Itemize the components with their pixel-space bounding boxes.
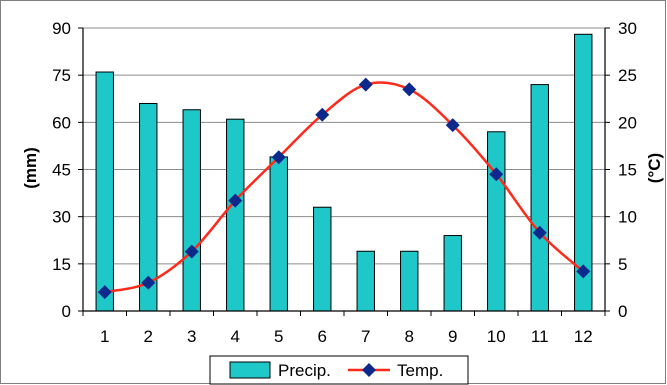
- precip-bar: [269, 156, 288, 312]
- temp-point: [489, 167, 504, 182]
- precip-bar: [356, 250, 375, 312]
- left-tick-label: 75: [52, 66, 71, 85]
- precip-bar: [530, 84, 549, 312]
- x-tick-label: 4: [231, 327, 240, 346]
- x-tick-label: 9: [448, 327, 457, 346]
- x-tick-label: 12: [574, 327, 593, 346]
- right-tick-label: 25: [618, 66, 637, 85]
- x-tick-label: 3: [187, 327, 196, 346]
- right-tick-label: 30: [618, 19, 637, 38]
- temp-point: [184, 244, 199, 259]
- left-tick-label: 30: [52, 208, 71, 227]
- temp-point: [402, 82, 417, 97]
- right-tick-label: 10: [618, 208, 637, 227]
- right-tick-label: 5: [618, 255, 627, 274]
- precip-bar: [400, 250, 419, 312]
- legend-precip-label: Precip.: [278, 361, 331, 380]
- x-tick-label: 1: [100, 327, 109, 346]
- x-tick-label: 2: [144, 327, 153, 346]
- temp-point: [358, 77, 373, 92]
- left-tick-label: 90: [52, 19, 71, 38]
- temp-point: [576, 264, 591, 279]
- left-tick-label: 15: [52, 255, 71, 274]
- temp-point: [315, 107, 330, 122]
- gridlines: [83, 27, 605, 265]
- right-axis-title: (°C): [645, 153, 664, 183]
- x-tick-label: 6: [318, 327, 327, 346]
- left-tick-label: 0: [62, 302, 71, 321]
- left-tick-label: 45: [52, 161, 71, 180]
- precip-bar: [226, 118, 245, 312]
- x-tick-label: 8: [405, 327, 414, 346]
- temp-point: [141, 275, 156, 290]
- precip-bar: [95, 71, 114, 312]
- precip-bar: [182, 109, 201, 312]
- precip-bar: [313, 206, 332, 312]
- legend-temp-marker: [362, 363, 376, 377]
- legend-temp-label: Temp.: [397, 361, 443, 380]
- left-tick-label: 60: [52, 113, 71, 132]
- precip-bar: [487, 131, 506, 312]
- right-tick-label: 15: [618, 161, 637, 180]
- legend-precip-swatch: [229, 361, 271, 379]
- x-tick-label: 7: [361, 327, 370, 346]
- temp-point: [532, 225, 547, 240]
- temp-point: [97, 285, 112, 300]
- x-tick-label: 10: [487, 327, 506, 346]
- left-axis-title: (mm): [21, 147, 40, 189]
- x-tick-label: 5: [274, 327, 283, 346]
- precip-bar: [443, 235, 462, 312]
- temp-point: [228, 193, 243, 208]
- right-tick-label: 20: [618, 113, 637, 132]
- temp-point: [445, 118, 460, 133]
- x-tick-label: 11: [531, 327, 549, 346]
- right-tick-label: 0: [618, 302, 627, 321]
- temp-point: [271, 150, 286, 165]
- legend: Precip. Temp.: [209, 355, 469, 385]
- temp-line: [97, 77, 591, 300]
